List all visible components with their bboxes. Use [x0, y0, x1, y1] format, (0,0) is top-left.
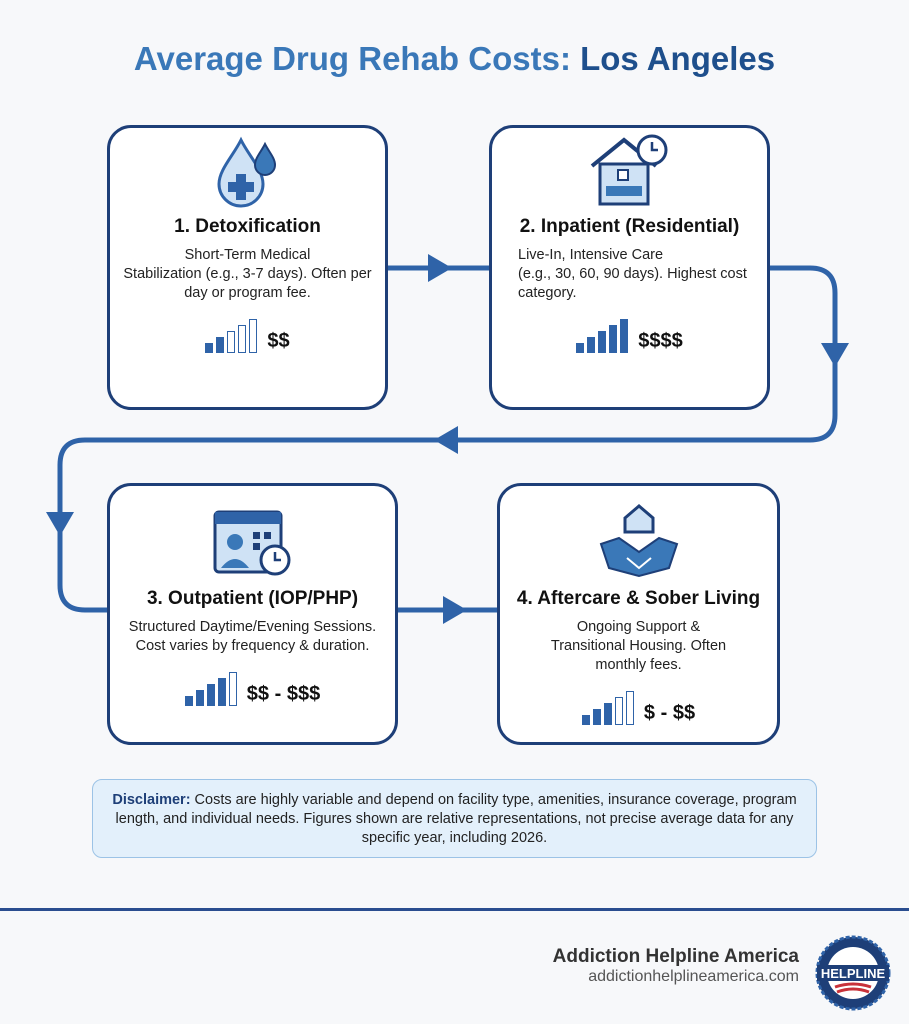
cost-bar	[620, 319, 629, 353]
cost-bar	[206, 684, 215, 706]
cost-bar	[603, 703, 612, 725]
footer-divider	[0, 908, 909, 911]
cost-bar	[249, 319, 258, 353]
calendar-person-clock-icon	[110, 486, 395, 580]
cost-bar	[592, 709, 601, 725]
cost-bar	[227, 331, 236, 353]
footer-brand: Addiction Helpline America addictionhelp…	[552, 946, 799, 985]
arrow-right	[428, 254, 452, 282]
cost-indicator: $$$$	[492, 319, 767, 353]
cost-bar	[625, 691, 634, 725]
cost-indicator: $$ - $$$	[110, 672, 395, 706]
step-card-detox: 1. Detoxification Short-Term Medical Stab…	[107, 125, 388, 410]
cost-bar	[614, 697, 623, 725]
arrow-right	[443, 596, 467, 624]
page-title: Average Drug Rehab Costs: Los Angeles	[133, 40, 776, 77]
cost-indicator: $$	[110, 319, 385, 353]
disclaimer-box: Disclaimer: Costs are highly variable an…	[92, 779, 817, 858]
cost-indicator: $ - $$	[500, 691, 777, 725]
arrow-left	[434, 426, 458, 454]
blood-drop-medical-icon	[110, 128, 385, 208]
cost-bar	[195, 690, 204, 706]
website-link[interactable]: addictionhelplineamerica.com	[588, 968, 799, 985]
house-bed-clock-icon	[492, 128, 767, 208]
cost-bar	[609, 325, 618, 353]
cost-bar	[238, 325, 247, 353]
step-card-aftercare: 4. Aftercare & Sober Living Ongoing Supp…	[497, 483, 780, 745]
helpline-logo: HELPLINE	[815, 935, 891, 1011]
cost-bar	[576, 343, 585, 353]
arrow-down	[821, 343, 849, 367]
cost-bar	[205, 343, 214, 353]
cost-bar	[587, 337, 596, 353]
handshake-house-icon	[500, 486, 777, 580]
svg-text:HELPLINE: HELPLINE	[821, 966, 886, 981]
arrow-down	[46, 512, 74, 536]
cost-bar	[598, 331, 607, 353]
cost-bar	[216, 337, 225, 353]
cost-bar	[581, 715, 590, 725]
step-card-outpatient: 3. Outpatient (IOP/PHP) Structured Dayti…	[107, 483, 398, 745]
step-card-inpatient: 2. Inpatient (Residential) Live-In, Inte…	[489, 125, 770, 410]
cost-bar	[228, 672, 237, 706]
cost-bar	[184, 696, 193, 706]
cost-bar	[217, 678, 226, 706]
